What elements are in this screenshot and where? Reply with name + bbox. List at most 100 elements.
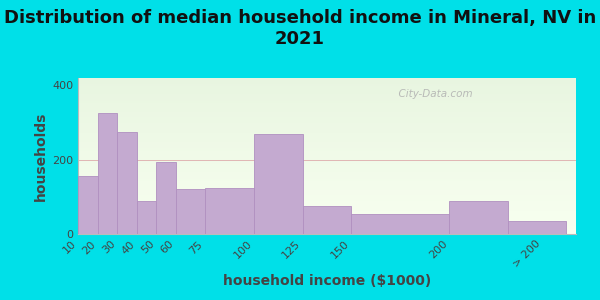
Bar bbox=[78, 108, 576, 109]
Bar bbox=[78, 201, 576, 203]
Bar bbox=[78, 221, 576, 223]
Bar bbox=[78, 189, 576, 190]
Bar bbox=[78, 162, 576, 164]
Bar bbox=[78, 214, 576, 215]
Bar bbox=[78, 215, 576, 217]
Bar bbox=[78, 200, 576, 201]
Bar bbox=[78, 100, 576, 101]
Bar bbox=[78, 151, 576, 153]
Bar bbox=[78, 86, 576, 87]
Bar bbox=[352, 214, 449, 234]
Bar bbox=[78, 126, 576, 128]
Bar bbox=[78, 97, 576, 98]
Bar bbox=[78, 87, 576, 89]
Bar bbox=[78, 91, 576, 92]
Bar bbox=[78, 136, 576, 137]
Bar bbox=[78, 120, 576, 122]
Bar bbox=[78, 80, 576, 81]
Bar bbox=[78, 229, 576, 231]
Bar bbox=[78, 111, 576, 112]
Bar bbox=[78, 211, 576, 212]
Bar bbox=[78, 198, 576, 200]
Bar bbox=[78, 116, 576, 117]
Bar bbox=[78, 122, 576, 123]
Bar bbox=[78, 173, 576, 175]
Bar bbox=[78, 98, 576, 100]
Bar bbox=[176, 189, 205, 234]
Bar bbox=[302, 206, 352, 234]
Bar bbox=[78, 223, 576, 225]
Bar bbox=[78, 218, 576, 220]
Bar bbox=[78, 154, 576, 156]
Bar bbox=[78, 156, 576, 158]
Bar bbox=[78, 104, 576, 106]
Bar bbox=[78, 123, 576, 125]
Bar bbox=[78, 190, 576, 192]
Bar bbox=[78, 101, 576, 103]
Bar bbox=[78, 217, 576, 218]
Bar bbox=[78, 169, 576, 170]
Bar bbox=[78, 203, 576, 204]
Bar bbox=[78, 118, 576, 120]
Bar bbox=[78, 128, 576, 130]
Bar bbox=[78, 158, 576, 159]
Bar bbox=[78, 176, 98, 234]
Bar bbox=[78, 161, 576, 162]
Bar bbox=[78, 84, 576, 86]
Bar bbox=[78, 184, 576, 186]
Bar bbox=[98, 113, 117, 234]
Bar bbox=[78, 212, 576, 214]
Bar bbox=[78, 226, 576, 228]
Bar bbox=[78, 192, 576, 194]
Y-axis label: households: households bbox=[34, 111, 48, 201]
Bar bbox=[78, 94, 576, 95]
Bar bbox=[78, 92, 576, 94]
Bar bbox=[78, 109, 576, 111]
Bar bbox=[78, 228, 576, 229]
Bar bbox=[78, 125, 576, 126]
Bar bbox=[78, 186, 576, 187]
Bar bbox=[78, 130, 576, 131]
Bar bbox=[78, 206, 576, 208]
Bar bbox=[78, 139, 576, 140]
Bar bbox=[78, 142, 576, 143]
Bar bbox=[78, 153, 576, 154]
Bar bbox=[78, 164, 576, 165]
Bar bbox=[78, 159, 576, 161]
Bar bbox=[78, 175, 576, 176]
Bar bbox=[78, 137, 576, 139]
Bar bbox=[449, 201, 508, 234]
Bar bbox=[78, 143, 576, 145]
Bar bbox=[78, 114, 576, 116]
Bar bbox=[78, 134, 576, 136]
Bar bbox=[78, 165, 576, 167]
X-axis label: household income ($1000): household income ($1000) bbox=[223, 274, 431, 288]
Bar bbox=[78, 179, 576, 181]
Bar bbox=[78, 145, 576, 147]
Bar bbox=[78, 176, 576, 178]
Bar bbox=[78, 194, 576, 195]
Bar bbox=[78, 117, 576, 118]
Bar bbox=[78, 181, 576, 182]
Bar bbox=[156, 162, 176, 234]
Bar bbox=[78, 220, 576, 221]
Bar bbox=[508, 221, 566, 234]
Bar bbox=[78, 187, 576, 189]
Bar bbox=[78, 209, 576, 211]
Bar bbox=[78, 89, 576, 91]
Bar bbox=[78, 147, 576, 148]
Bar bbox=[78, 106, 576, 108]
Bar bbox=[78, 78, 576, 80]
Bar bbox=[78, 81, 576, 83]
Bar bbox=[205, 188, 254, 234]
Bar bbox=[137, 201, 156, 234]
Bar bbox=[78, 112, 576, 114]
Bar bbox=[78, 225, 576, 226]
Bar bbox=[78, 95, 576, 97]
Bar bbox=[78, 172, 576, 173]
Bar bbox=[78, 148, 576, 150]
Bar bbox=[78, 167, 576, 169]
Bar bbox=[78, 140, 576, 142]
Bar bbox=[78, 178, 576, 179]
Bar bbox=[78, 204, 576, 206]
